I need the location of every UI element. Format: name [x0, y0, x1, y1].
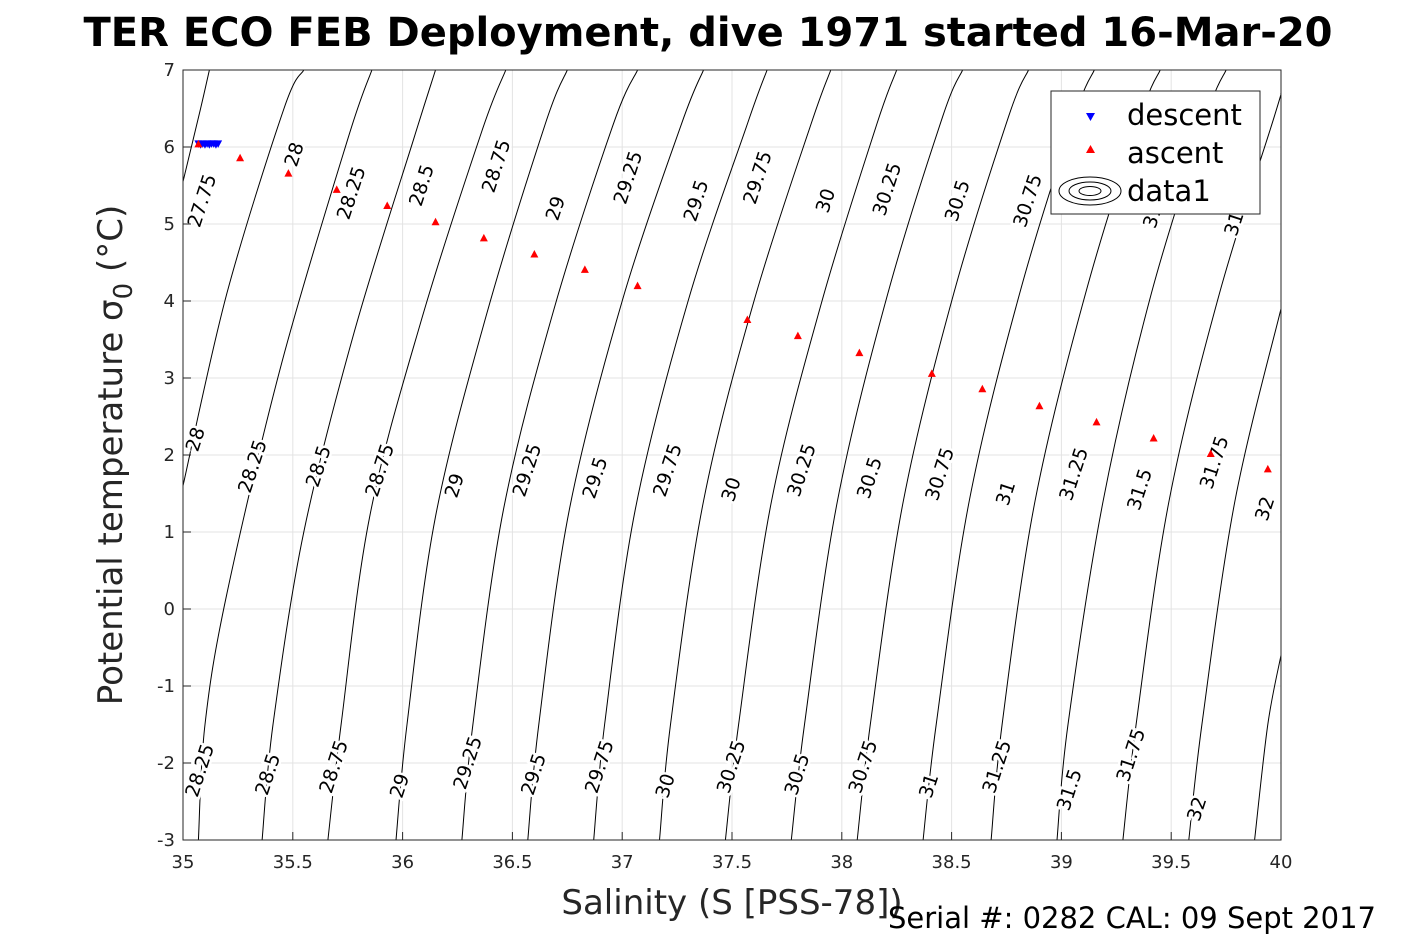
y-tick-label: -3 [157, 830, 175, 851]
ascent-point [793, 331, 802, 340]
isopycnal-line [593, 70, 768, 840]
ascent-point [1092, 417, 1101, 426]
y-tick-label: 6 [164, 137, 175, 158]
y-axis-label-subscript: 0 [109, 283, 139, 300]
ascent-point [978, 384, 987, 393]
legend-descent-marker [1086, 113, 1095, 121]
y-tick-label: 7 [164, 60, 175, 81]
isopycnal-line [197, 70, 373, 840]
x-tick-label: 37.5 [712, 852, 752, 873]
descent-series [194, 140, 223, 149]
ascent-point [383, 201, 392, 210]
ascent-point [431, 217, 440, 226]
isopycnal-line [327, 70, 507, 840]
y-tick-label: -2 [157, 753, 175, 774]
legend: descent ascent data1 [1050, 90, 1261, 215]
serial-cal-footer: Serial #: 0282 CAL: 09 Sept 2017 [888, 901, 1376, 935]
legend-descent-label: descent [1127, 98, 1242, 132]
y-tick-label: 1 [164, 522, 175, 543]
x-tick-label: 40 [1270, 852, 1293, 873]
ascent-point [236, 153, 245, 162]
y-tick-label: 3 [164, 368, 175, 389]
ascent-point [743, 315, 752, 323]
x-tick-label: 38 [830, 852, 853, 873]
y-tick-label: 2 [164, 445, 175, 466]
isopycnal-line [659, 70, 832, 840]
isopycnal-line [1254, 655, 1281, 840]
isopycnal-line [1188, 308, 1281, 840]
x-tick-label: 36.5 [492, 852, 532, 873]
ascent-point [332, 185, 341, 193]
ascent-point [633, 281, 642, 290]
isopycnal-line [724, 70, 898, 840]
x-tick-label: 39.5 [1151, 852, 1191, 873]
isopycnal-line [183, 70, 210, 182]
ascent-point [530, 250, 539, 258]
x-tick-label: 38.5 [932, 852, 972, 873]
y-tick-label: 5 [164, 214, 175, 235]
isopycnal-line [1122, 92, 1281, 840]
x-tick-label: 35 [172, 852, 195, 873]
ascent-point [1206, 449, 1215, 457]
isopycnal-line [527, 70, 704, 840]
x-axis-label: Salinity (S [PSS-78]) [561, 883, 902, 923]
legend-box [1050, 90, 1261, 215]
y-axis-label: Potential temperature σ0 (°C) [91, 205, 139, 705]
ascent-series [194, 139, 1272, 473]
isopycnal-line [261, 70, 436, 840]
ascent-point [479, 233, 488, 242]
isopycnal-line [461, 70, 639, 840]
legend-data1-contour-icon [1058, 176, 1122, 206]
y-tick-label: 4 [164, 291, 175, 312]
x-tick-label: 39 [1050, 852, 1073, 873]
legend-ascent-marker [1086, 145, 1095, 153]
x-axis-ticks: 35 35.5 36 36.5 37 37.5 38 38.5 39 39.5 40 [172, 832, 1293, 873]
isopycnal-line [183, 70, 305, 486]
ascent-point [855, 348, 864, 357]
ascent-point [1149, 434, 1158, 442]
ascent-point [580, 265, 589, 273]
x-tick-label: 36 [391, 852, 414, 873]
ascent-point [284, 169, 293, 177]
legend-ascent-label: ascent [1127, 136, 1223, 170]
isopycnal-line [790, 70, 964, 840]
x-tick-label: 35.5 [273, 852, 313, 873]
descent-point [214, 140, 223, 148]
chart-title: TER ECO FEB Deployment, dive 1971 starte… [83, 10, 1332, 56]
y-axis-ticks: -3 -2 -1 0 1 2 3 4 5 6 7 [157, 60, 191, 851]
isopycnal-line [395, 70, 568, 840]
y-axis-label-main: Potential temperature σ [91, 299, 131, 705]
ascent-point [1263, 464, 1272, 473]
x-tick-label: 37 [611, 852, 634, 873]
isopycnal-line [856, 70, 1029, 840]
y-tick-label: -1 [157, 676, 175, 697]
y-axis-label-unit: (°C) [91, 205, 131, 283]
legend-data1-label: data1 [1127, 174, 1211, 208]
ascent-point [1035, 401, 1044, 410]
isopycnal-contours [183, 70, 1281, 840]
y-tick-label: 0 [164, 599, 175, 620]
ascent-point [927, 369, 936, 377]
ascent-point [194, 139, 203, 148]
